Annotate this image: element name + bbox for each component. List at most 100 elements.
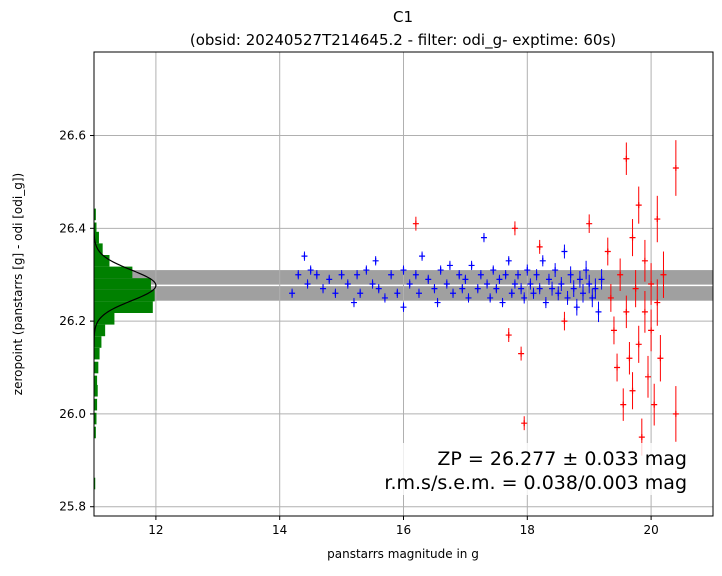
data-point (369, 281, 376, 287)
data-point (381, 294, 388, 301)
data-point (555, 290, 562, 297)
data-point (521, 420, 528, 427)
data-point (357, 290, 364, 297)
data-point (598, 276, 605, 283)
histogram-bar (94, 289, 155, 302)
data-point (450, 290, 457, 297)
x-tick-label: 12 (148, 523, 163, 537)
data-point (638, 434, 645, 441)
data-point (558, 281, 565, 287)
data-point (505, 332, 512, 339)
data-point (289, 290, 296, 297)
data-point (521, 294, 528, 301)
histogram-bar (94, 477, 96, 490)
y-tick-label: 26.6 (59, 129, 86, 143)
data-point (589, 294, 596, 301)
x-tick-label: 18 (520, 523, 535, 537)
series-rejected (412, 140, 679, 456)
data-point (580, 290, 587, 297)
data-point (295, 271, 302, 278)
data-point (648, 281, 655, 287)
data-point (465, 294, 472, 301)
data-point (363, 267, 370, 274)
data-point (412, 271, 419, 278)
data-point (326, 276, 333, 283)
histogram-bar (94, 347, 100, 360)
y-tick-label: 26.2 (59, 314, 86, 328)
data-point (332, 290, 339, 297)
histogram-bar (94, 266, 133, 279)
data-point (530, 290, 537, 297)
data-point (434, 299, 441, 306)
data-point (412, 220, 419, 227)
data-point (660, 271, 667, 278)
histogram-bar (94, 361, 99, 374)
data-point (527, 281, 534, 287)
histogram-bar (94, 375, 98, 388)
data-point (672, 165, 679, 171)
data-point (372, 257, 379, 264)
histogram-bar (94, 412, 97, 425)
x-axis-label: panstarrs magnitude in g (327, 547, 479, 561)
data-point (446, 262, 453, 269)
data-point (508, 290, 515, 297)
histogram-bar (94, 255, 110, 267)
data-point (419, 253, 426, 260)
data-point (614, 364, 621, 371)
data-point (610, 327, 617, 334)
data-point (573, 304, 580, 311)
data-point (484, 281, 491, 287)
histogram-bar (94, 231, 99, 244)
histogram-bar (94, 313, 115, 325)
data-point (456, 271, 463, 278)
y-tick-label: 26.4 (59, 221, 86, 235)
data-point (626, 355, 633, 362)
data-point (307, 267, 314, 274)
data-point (350, 299, 357, 306)
data-point (338, 271, 345, 278)
data-point (354, 271, 361, 278)
data-point (645, 373, 652, 380)
x-tick-label: 16 (396, 523, 411, 537)
data-point (511, 281, 518, 287)
data-point (623, 308, 630, 315)
data-point (394, 290, 401, 297)
data-point (545, 276, 552, 283)
data-point (518, 350, 525, 357)
data-point (425, 276, 432, 283)
data-point (567, 271, 574, 278)
data-point (561, 318, 568, 325)
histogram-bar (94, 222, 97, 235)
data-point (592, 285, 599, 292)
data-point (493, 285, 500, 292)
y-tick-label: 25.8 (59, 500, 86, 514)
data-point (672, 410, 679, 417)
data-point (561, 248, 568, 255)
data-point (480, 234, 487, 241)
histogram-bar (94, 336, 102, 348)
data-point (632, 285, 639, 292)
data-point (542, 299, 549, 306)
data-point (536, 243, 543, 250)
data-point (320, 285, 327, 292)
data-point (576, 276, 583, 283)
data-point (518, 285, 525, 292)
histogram-bar (94, 324, 106, 337)
data-point (437, 267, 444, 274)
data-point (641, 257, 648, 264)
data-point (459, 285, 466, 292)
data-point (607, 294, 614, 301)
data-point (654, 216, 661, 223)
data-point (301, 253, 308, 260)
data-point (496, 276, 503, 283)
data-point (629, 234, 636, 241)
data-point (431, 285, 438, 292)
annotation-line: ZP = 26.277 ± 0.033 mag (437, 448, 687, 470)
data-point (304, 281, 311, 287)
data-point (415, 290, 422, 297)
data-point (539, 257, 546, 264)
data-point (344, 281, 351, 287)
